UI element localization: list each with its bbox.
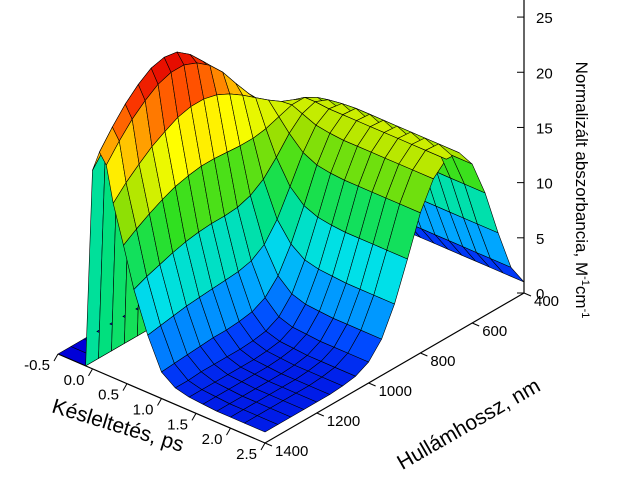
x-tick-label: 1.5 bbox=[167, 416, 188, 433]
y-tick-label: 1200 bbox=[327, 413, 360, 430]
x-tick-label: 0.0 bbox=[64, 372, 85, 389]
axes: 0 5 10 15 20 25 -0.5 0.0 0.5 1.0 1.5 2.0 2.5 400 600… bbox=[24, 0, 559, 463]
z-axis-title-sup1: -1 bbox=[579, 276, 591, 286]
z-axis-title-sup2: -1 bbox=[579, 309, 591, 319]
y-axis-line bbox=[264, 292, 525, 444]
z-axis: 0 5 10 15 20 25 bbox=[517, 0, 553, 303]
x-tick bbox=[53, 353, 59, 362]
y-tick bbox=[316, 412, 324, 417]
surface-plot bbox=[57, 51, 525, 433]
y-axis-title: Hullámhossz, nm bbox=[393, 374, 544, 474]
y-tick-label: 1000 bbox=[379, 383, 412, 400]
z-tick-label: 5 bbox=[536, 231, 544, 248]
z-tick-label: 15 bbox=[536, 120, 553, 137]
z-axis-title-main: Normalizált abszorbancia, M bbox=[572, 62, 591, 276]
y-tick-label: 600 bbox=[482, 323, 507, 340]
x-tick-label: 2.0 bbox=[202, 431, 223, 448]
z-tick-label: 0 bbox=[536, 286, 544, 303]
y-tick bbox=[420, 352, 428, 357]
y-tick bbox=[264, 442, 273, 447]
x-tick bbox=[157, 398, 162, 406]
y-tick-label: 1400 bbox=[275, 443, 308, 460]
y-tick bbox=[368, 382, 376, 387]
x-axis-title: Késleltetés, ps bbox=[49, 395, 186, 457]
y-tick bbox=[472, 322, 480, 327]
surface-cell bbox=[490, 258, 525, 283]
x-tick-label: -0.5 bbox=[24, 357, 50, 374]
x-tick bbox=[88, 368, 93, 377]
z-tick-label: 20 bbox=[536, 65, 553, 82]
y-tick-label: 800 bbox=[430, 353, 455, 370]
z-tick-label: 25 bbox=[536, 10, 553, 27]
z-axis-title-mid: cm bbox=[572, 286, 591, 309]
y-axis: 400 600 800 1000 1200 1400 bbox=[264, 292, 559, 460]
z-axis-title: Normalizált abszorbancia, M-1cm-1 bbox=[572, 62, 591, 319]
x-tick-label: 2.5 bbox=[236, 446, 257, 463]
x-tick bbox=[122, 383, 128, 391]
x-tick bbox=[226, 427, 231, 436]
x-axis: -0.5 0.0 0.5 1.0 1.5 2.0 2.5 bbox=[24, 353, 266, 463]
x-tick bbox=[260, 442, 266, 451]
x-tick-label: 0.5 bbox=[98, 387, 119, 404]
y-tick bbox=[523, 292, 532, 297]
x-tick bbox=[191, 413, 197, 421]
z-tick-label: 10 bbox=[536, 176, 553, 193]
y-tick-label: 400 bbox=[534, 293, 559, 310]
x-tick-label: 1.0 bbox=[133, 402, 154, 419]
